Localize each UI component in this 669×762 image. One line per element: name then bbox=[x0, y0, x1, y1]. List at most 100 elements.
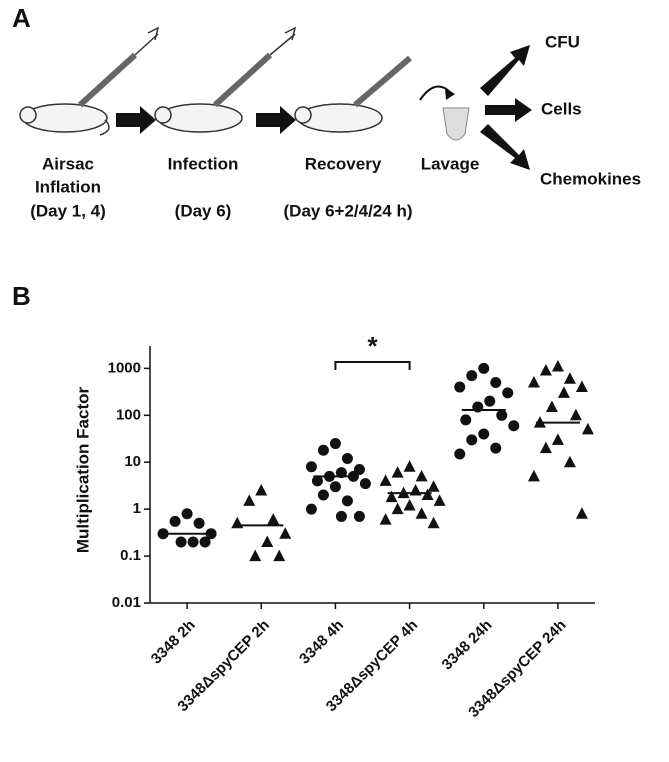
mouse-illustrations bbox=[19, 26, 412, 136]
arrow bbox=[256, 106, 296, 134]
data-point bbox=[385, 490, 398, 503]
y-tick-label: 1 bbox=[133, 500, 141, 517]
data-point bbox=[379, 513, 392, 525]
data-point bbox=[575, 507, 588, 519]
data-point bbox=[311, 475, 323, 487]
data-point bbox=[199, 536, 211, 548]
data-point bbox=[359, 478, 371, 490]
data-point bbox=[157, 528, 169, 540]
data-point bbox=[508, 420, 520, 432]
step-label: Inflation bbox=[35, 177, 101, 196]
data-point bbox=[267, 513, 280, 525]
y-tick-label: 1000 bbox=[108, 359, 141, 376]
data-point bbox=[403, 498, 416, 511]
data-point bbox=[353, 510, 365, 522]
output-label: Chemokines bbox=[540, 169, 641, 188]
data-point bbox=[551, 433, 564, 445]
data-point bbox=[466, 434, 478, 446]
x-tick-label: 3348 24h bbox=[439, 617, 496, 674]
data-point bbox=[273, 549, 286, 562]
panel-label: A bbox=[12, 3, 31, 33]
data-point bbox=[341, 495, 353, 507]
data-point bbox=[569, 408, 582, 421]
data-point bbox=[527, 376, 540, 388]
data-point bbox=[243, 494, 256, 506]
data-point bbox=[205, 528, 217, 540]
data-point bbox=[496, 409, 508, 421]
step-time: (Day 6+2/4/24 h) bbox=[284, 201, 413, 220]
data-point bbox=[551, 359, 564, 372]
data-point bbox=[539, 441, 552, 454]
data-point bbox=[454, 448, 466, 460]
data-point bbox=[563, 455, 576, 468]
data-point bbox=[175, 536, 187, 548]
step-time: (Day 1, 4) bbox=[30, 201, 106, 220]
data-point bbox=[187, 536, 199, 548]
output-label: CFU bbox=[545, 32, 580, 51]
arrowhead bbox=[445, 88, 455, 100]
data-point bbox=[255, 483, 268, 496]
step-time: (Day 6) bbox=[175, 201, 232, 220]
data-point bbox=[502, 387, 514, 399]
data-point bbox=[329, 481, 341, 493]
data-point bbox=[427, 480, 440, 492]
arrow bbox=[480, 45, 530, 96]
step-label: Infection bbox=[168, 154, 239, 173]
data-point bbox=[305, 503, 317, 515]
data-point bbox=[317, 444, 329, 456]
output-label: Cells bbox=[541, 99, 582, 118]
data-point bbox=[557, 386, 570, 398]
tube bbox=[442, 107, 470, 141]
data-point bbox=[329, 438, 341, 450]
data-point bbox=[305, 461, 317, 473]
data-point bbox=[527, 469, 540, 482]
x-tick-label: 3348 4h bbox=[296, 617, 347, 668]
data-point bbox=[490, 442, 502, 454]
data-point bbox=[261, 535, 274, 547]
data-point bbox=[335, 510, 347, 522]
data-point bbox=[581, 422, 594, 435]
data-point bbox=[415, 469, 428, 482]
y-tick-label: 100 bbox=[116, 406, 141, 423]
y-tick-label: 0.1 bbox=[120, 547, 141, 564]
arrow bbox=[116, 106, 156, 134]
data-point bbox=[193, 517, 205, 529]
data-point bbox=[169, 515, 181, 527]
data-point bbox=[484, 395, 496, 407]
mouse bbox=[294, 55, 412, 133]
mouse bbox=[154, 26, 297, 133]
data-point bbox=[421, 488, 434, 501]
data-point bbox=[478, 362, 490, 374]
significance-label: * bbox=[367, 331, 378, 361]
data-point bbox=[539, 364, 552, 376]
data-point bbox=[341, 453, 353, 465]
arrow bbox=[480, 124, 530, 170]
data-point bbox=[466, 370, 478, 382]
data-point bbox=[454, 381, 466, 393]
y-tick-label: 10 bbox=[124, 453, 141, 470]
data-point bbox=[427, 516, 440, 529]
y-axis-label: Multiplication Factor bbox=[73, 387, 92, 554]
data-point bbox=[249, 549, 262, 562]
data-point bbox=[460, 414, 472, 426]
x-tick-label: 3348 2h bbox=[148, 617, 199, 668]
mouse bbox=[19, 26, 160, 136]
data-point bbox=[391, 466, 404, 478]
data-point bbox=[563, 372, 576, 384]
arrow bbox=[485, 98, 532, 122]
data-point bbox=[231, 516, 244, 529]
panel-label: B bbox=[12, 281, 31, 311]
data-point bbox=[279, 527, 292, 539]
data-point bbox=[415, 507, 428, 519]
step-label: Lavage bbox=[421, 154, 480, 173]
data-point bbox=[478, 428, 490, 440]
data-point bbox=[545, 400, 558, 413]
data-point bbox=[490, 377, 502, 389]
data-point bbox=[403, 460, 416, 472]
flow-arrows bbox=[116, 45, 532, 170]
data-point bbox=[379, 474, 392, 486]
significance-bracket bbox=[334, 361, 411, 370]
data-point bbox=[575, 380, 588, 393]
step-label: Airsac bbox=[42, 154, 94, 173]
